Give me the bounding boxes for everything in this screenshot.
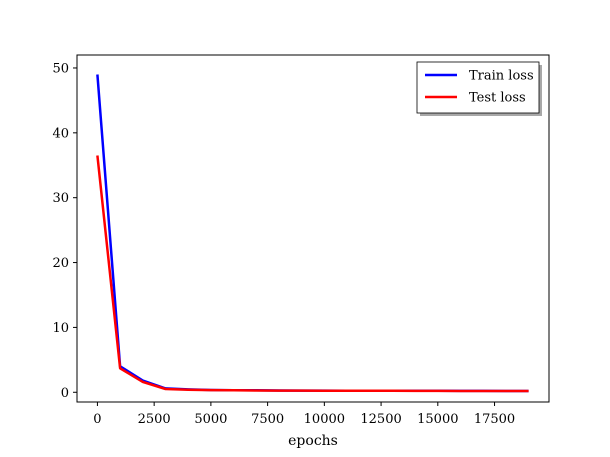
x-tick-label: 7500 [251,412,284,427]
x-tick-label: 5000 [194,412,227,427]
x-tick-label: 15000 [417,412,458,427]
y-axis-ticks: 0 10 20 30 40 50 [52,61,77,401]
x-tick-label: 0 [93,412,101,427]
x-tick-label: 17500 [474,412,515,427]
y-tick-label: 40 [52,126,69,141]
x-tick-label: 2500 [138,412,171,427]
x-tick-label: 12500 [360,412,401,427]
x-axis-ticks: 0 2500 5000 7500 10000 12500 15000 17500 [93,402,515,427]
plot-frame [76,54,550,403]
y-tick-label: 20 [52,256,69,271]
legend: Train loss Test loss [416,61,542,116]
x-tick-label: 10000 [304,412,345,427]
legend-box [416,61,540,114]
y-tick-label: 50 [52,61,69,76]
y-tick-label: 0 [61,386,69,401]
series-line [96,155,529,393]
y-tick-label: 30 [52,191,69,206]
legend-entry: Train loss [469,69,534,84]
y-tick-label: 10 [52,321,69,336]
x-axis-label: epochs [288,433,338,449]
legend-entry: Test loss [469,91,526,106]
series-layer [96,74,529,393]
